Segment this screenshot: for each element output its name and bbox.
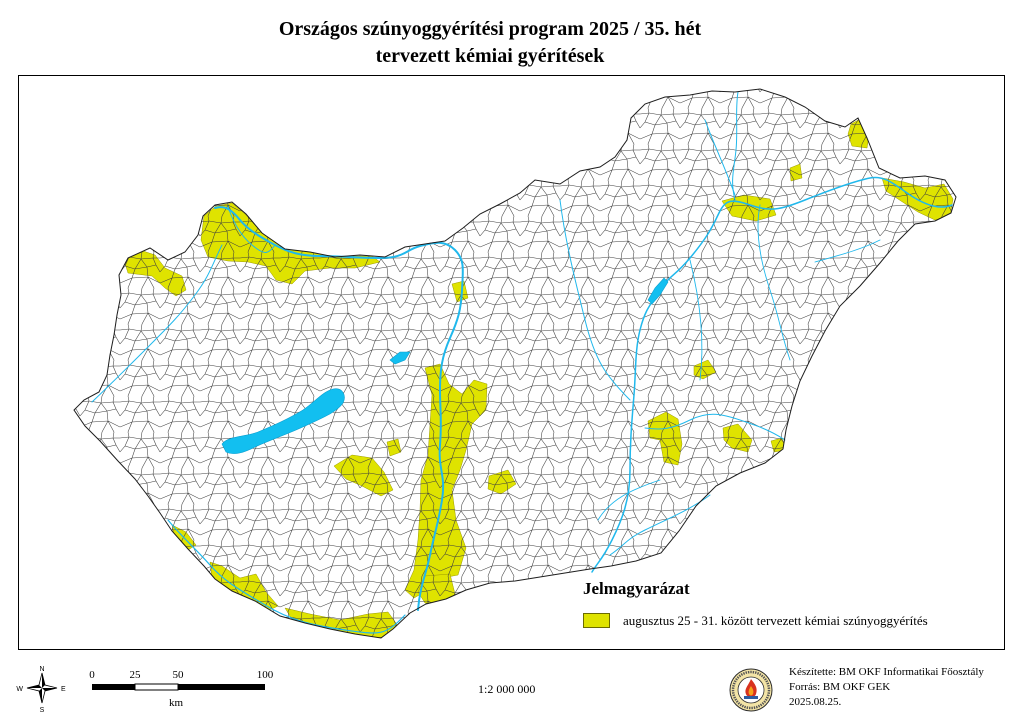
river-hernad <box>732 91 739 201</box>
municipal-boundaries <box>74 89 956 638</box>
scale-ratio: 1:2 000 000 <box>478 682 536 696</box>
map-frame <box>18 75 1005 650</box>
compass-rose: N E S W <box>16 666 66 714</box>
map-title-line-2: tervezett kémiai gyérítések <box>375 45 605 67</box>
compass-south-label: S <box>40 707 45 714</box>
scale-bar-segment <box>178 684 265 690</box>
river-mosoni-danube <box>227 205 276 253</box>
scale-unit-label: km <box>169 697 184 709</box>
river-raba <box>91 244 223 403</box>
river-maros <box>609 494 711 556</box>
lake-tisza <box>647 277 669 305</box>
map-title-line-1: Országos szúnyoggyérítési program 2025 /… <box>278 18 702 40</box>
river-sajo <box>704 119 736 196</box>
lake-velence <box>389 351 411 365</box>
canal <box>814 239 881 263</box>
river-tisza <box>591 176 953 573</box>
canal <box>757 204 791 361</box>
credits-author: Készítette: BM OKF Informatikai Főosztál… <box>789 666 984 678</box>
scale-tick-label: 0 <box>89 669 95 681</box>
scale-bar-segment <box>92 684 135 690</box>
scale-bar: 0 25 50 100 km <box>89 669 274 709</box>
credits-source: Forrás: BM OKF GEK <box>789 681 891 693</box>
scale-tick-label: 50 <box>173 669 185 681</box>
canal <box>689 259 703 381</box>
river-koros <box>644 413 786 441</box>
legend-swatch-treatment-area <box>583 613 610 628</box>
river-drava <box>167 519 406 634</box>
lake-balaton <box>221 388 345 454</box>
credits: Készítette: BM OKF Informatikai Főosztál… <box>789 665 984 710</box>
map-title: Országos szúnyoggyérítési program 2025 /… <box>0 16 980 70</box>
river-zagyva <box>559 199 631 401</box>
legend-label-treatment-area: augusztus 25 - 31. között tervezett kémi… <box>623 613 928 628</box>
rivers <box>91 91 953 634</box>
scale-tick-label: 25 <box>130 669 142 681</box>
credits-date: 2025.08.25. <box>789 696 842 708</box>
scale-bar-segment <box>134 683 179 691</box>
river-danube <box>214 206 464 611</box>
legend-title: Jelmagyarázat <box>583 579 690 598</box>
compass-west-label: W <box>16 686 23 693</box>
scale-tick-label: 100 <box>257 669 274 681</box>
canal <box>597 479 661 521</box>
compass-star-shade <box>27 673 57 703</box>
compass-north-label: N <box>39 666 44 673</box>
compass-east-label: E <box>61 686 66 693</box>
bm-okf-seal-logo <box>729 668 773 712</box>
